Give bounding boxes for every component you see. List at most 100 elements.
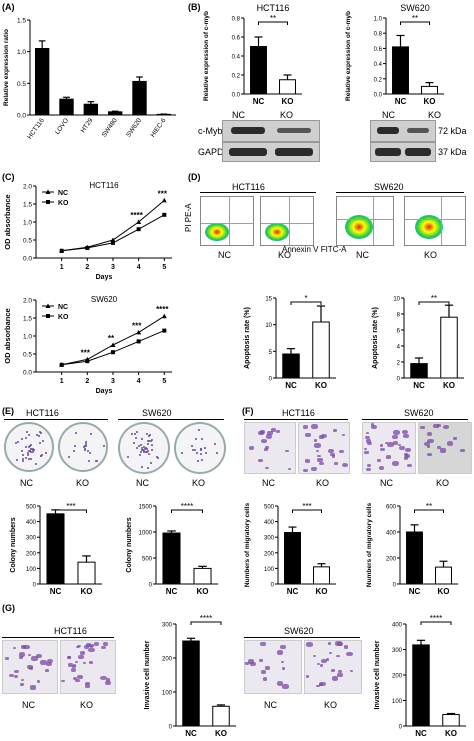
y-axis-label: Relative expression of c-myb [203, 11, 210, 101]
blot-nc-label-2: NC [382, 110, 395, 120]
significance-label: *** [302, 502, 311, 511]
y-tick-label: 400 [386, 531, 397, 537]
migration-title-sw620: SW620 [404, 408, 434, 418]
colony-bracket-sw620 [118, 419, 224, 420]
invasion-bracket-sw620 [244, 637, 360, 638]
significance-label: * [304, 294, 307, 303]
invasion-ko-2: KO [324, 700, 338, 710]
significance-label: ** [108, 334, 115, 343]
panel-label-c: (C) [2, 172, 15, 182]
x-axis-label: Days [96, 388, 113, 395]
flow-plot-sw620-ko [404, 196, 466, 246]
data-point-nc [110, 342, 116, 347]
invasion-nc-2: NC [264, 700, 277, 710]
invasion-title-hct116: HCT116 [54, 626, 87, 636]
bar [392, 46, 409, 95]
x-tick-label: KO [315, 381, 327, 390]
x-tick-label: HT29 [80, 117, 95, 134]
y-tick-label: 0.0 [232, 93, 241, 99]
y-tick-label: 1500 [139, 505, 153, 511]
invasion-image-sw620-ko [304, 640, 362, 694]
flow-ko-1: KO [278, 250, 292, 260]
y-tick-label: 300 [264, 536, 275, 542]
bar [212, 705, 230, 727]
colony-nc-2: NC [136, 478, 149, 488]
y-tick-label: 0 [271, 583, 275, 589]
chart-title: SW620 [91, 295, 118, 304]
y-tick-label: 0.4 [232, 55, 241, 61]
data-point-ko [110, 240, 115, 245]
significance-label: **** [130, 211, 143, 220]
colony-title-sw620: SW620 [142, 408, 172, 418]
data-point-ko [85, 359, 90, 364]
y-tick-label: 1.5 [17, 18, 26, 25]
flow-bracket-hct116 [200, 192, 316, 193]
y-axis-label: Apoptosis rate (%) [372, 307, 379, 369]
y-tick-label: 100 [162, 691, 173, 697]
y-tick-label: 2.0 [23, 184, 32, 191]
y-axis-label: OD absorbance [3, 308, 12, 363]
bar [421, 85, 438, 95]
colony-dish-hct116-ko [58, 422, 108, 472]
flow-nc-1: NC [218, 250, 231, 260]
significance-label: **** [181, 502, 193, 511]
panel-label-b: (B) [188, 2, 201, 12]
bar [46, 513, 65, 585]
blot-nc-label-1: NC [232, 110, 245, 120]
y-tick-label: 10 [265, 323, 272, 329]
legend-label-nc: NC [58, 304, 68, 311]
chart-expression-ratio: 0.0 0.5 1.0 1.5 HCT116 LOVO HT29 SW480 SW620 HIEC… [3, 18, 176, 141]
flow-title-sw620: SW620 [374, 182, 404, 192]
bar [442, 714, 460, 727]
bar [182, 640, 200, 727]
y-tick-label: 0.0 [374, 93, 383, 99]
blot-cmyb-hct116 [222, 120, 320, 142]
chart-title: SW620 [400, 3, 430, 13]
x-tick-label: 3 [111, 264, 115, 271]
y-tick-label: 200 [386, 557, 397, 563]
data-point-ko [162, 212, 167, 217]
significance-bracket [290, 301, 322, 305]
y-axis-label: OD absorbance [3, 194, 12, 249]
significance-label: *** [66, 502, 75, 511]
bar [312, 321, 330, 379]
x-tick-label: 5 [162, 264, 166, 271]
y-tick-label: 300 [392, 648, 403, 654]
y-tick-label: 300 [162, 623, 173, 629]
y-tick-label: 400 [264, 520, 275, 526]
y-axis-label: Numbers of migratory cells [366, 503, 373, 588]
bar [59, 98, 74, 116]
invasion-nc-1: NC [22, 700, 35, 710]
y-tick-label: 0.2 [374, 77, 383, 83]
y-tick-label: 15 [265, 297, 272, 303]
y-axis-label: Colony numbers [10, 517, 17, 572]
x-tick-label: NC [285, 381, 297, 390]
x-tick-label: SW480 [101, 117, 119, 139]
significance-label: ** [431, 294, 437, 303]
y-tick-label: 0.6 [232, 36, 241, 42]
significance-bracket [418, 301, 450, 305]
x-tick-label: KO [316, 587, 328, 596]
y-axis-label: Apoptosis rate (%) [244, 307, 251, 369]
colony-ko-2: KO [192, 478, 206, 488]
y-tick-label: 100 [26, 567, 37, 573]
x-tick-label: NC [50, 587, 62, 596]
data-point-nc [161, 313, 167, 319]
y-tick-label: 0 [33, 583, 37, 589]
data-point-ko [59, 248, 64, 253]
chart-migratory-hct116: 0 100 200 300 400 500 NC KO *** Numbers of migrat… [244, 502, 336, 596]
panel-label-a: (A) [2, 2, 15, 12]
y-tick-label: 0.8 [374, 32, 383, 38]
blot-gapdh-sw620 [370, 142, 436, 162]
data-point-ko [110, 350, 115, 355]
colony-ko-1: KO [76, 478, 90, 488]
chart-invasive-hct116: 0 100 200 300 NC KO **** Invasive cell number [144, 614, 236, 738]
x-tick-label: KO [81, 587, 93, 596]
significance-bracket [414, 509, 444, 513]
legend-marker-nc [45, 303, 51, 308]
significance-bracket [292, 509, 322, 513]
y-tick-label: 0.5 [23, 352, 32, 359]
y-tick-label: 0.0 [23, 256, 32, 263]
data-point-nc [161, 197, 167, 203]
significance-label: ** [270, 14, 276, 23]
